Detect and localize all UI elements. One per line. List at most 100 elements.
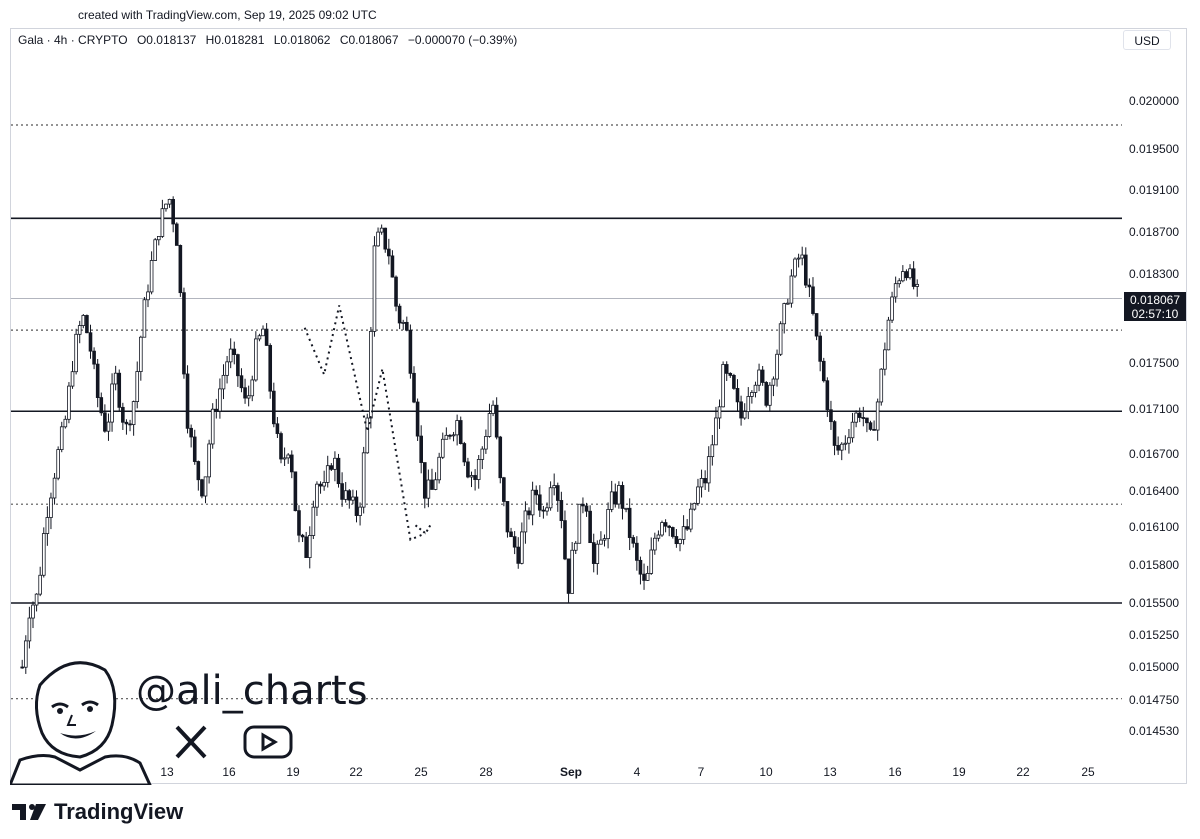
candle-body xyxy=(674,536,679,545)
candle-body xyxy=(318,483,323,487)
candle-30 xyxy=(128,419,132,432)
candle-body xyxy=(732,375,736,389)
candle-84 xyxy=(322,470,326,491)
candle-body xyxy=(146,291,150,301)
candle-23 xyxy=(103,404,107,433)
candle-body xyxy=(124,421,129,425)
y-tick-label: 0.014530 xyxy=(1129,724,1179,738)
candle-body xyxy=(821,360,826,382)
candle-142 xyxy=(530,481,535,526)
candle-body xyxy=(34,593,39,606)
candle-91 xyxy=(347,489,352,509)
candle-body xyxy=(236,354,240,377)
candle-237 xyxy=(872,420,876,431)
candle-body xyxy=(210,408,215,445)
projection-line xyxy=(303,305,426,542)
candle-206 xyxy=(760,365,765,386)
candle-body xyxy=(200,479,204,497)
candle-239 xyxy=(879,368,884,406)
candle-body xyxy=(41,533,46,576)
candle-body xyxy=(473,475,477,480)
candle-56 xyxy=(221,364,226,400)
candle-body xyxy=(617,485,621,505)
candle-48 xyxy=(192,429,197,465)
candle-body xyxy=(581,503,585,507)
candle-149 xyxy=(555,482,560,512)
candle-21 xyxy=(95,358,100,408)
candle-41 xyxy=(167,198,172,208)
candle-204 xyxy=(753,381,758,398)
candle-body xyxy=(739,401,743,419)
candle-body xyxy=(135,371,140,402)
candle-body xyxy=(383,227,388,250)
candle-body xyxy=(911,268,916,287)
candle-body xyxy=(38,574,42,595)
candle-38 xyxy=(156,236,161,246)
candle-body xyxy=(803,254,808,286)
candle-4 xyxy=(34,593,39,612)
candle-151 xyxy=(563,510,567,561)
candle-211 xyxy=(778,321,783,356)
candle-214 xyxy=(789,269,794,308)
candle-208 xyxy=(768,382,772,413)
y-tick-label: 0.015000 xyxy=(1129,660,1179,674)
candle-body xyxy=(153,239,157,261)
candle-body xyxy=(63,418,68,428)
tradingview-logo-text: TradingView xyxy=(54,799,184,824)
tradingview-logo[interactable]: TradingView xyxy=(12,799,183,825)
candle-17 xyxy=(81,314,86,329)
candle-180 xyxy=(667,524,672,537)
candle-159 xyxy=(591,533,596,573)
candle-body xyxy=(426,479,431,499)
candle-96 xyxy=(365,413,370,454)
candle-80 xyxy=(307,526,312,569)
candle-248 xyxy=(911,261,916,290)
candle-225 xyxy=(829,400,833,430)
candle-42 xyxy=(171,196,175,233)
candle-body xyxy=(890,296,894,321)
candle-body xyxy=(189,427,193,438)
candle-33 xyxy=(139,335,143,381)
candle-body xyxy=(627,507,632,538)
candle-32 xyxy=(135,361,140,409)
candle-183 xyxy=(678,538,682,552)
candle-body xyxy=(897,280,902,285)
candle-226 xyxy=(832,420,837,456)
candle-body xyxy=(203,476,208,497)
currency-button[interactable]: USD xyxy=(1123,30,1171,50)
candle-body xyxy=(369,331,373,419)
x-tick-label: 4 xyxy=(634,765,641,779)
candle-body xyxy=(893,283,898,298)
x-tick-label: Sep xyxy=(560,765,582,779)
candle-body xyxy=(591,542,596,564)
candle-body xyxy=(297,510,301,536)
candle-body xyxy=(595,543,600,564)
candle-83 xyxy=(318,481,323,494)
candle-44 xyxy=(178,244,183,297)
candle-body xyxy=(77,325,82,335)
x-tick-label: 10 xyxy=(759,765,773,779)
projection-path xyxy=(303,305,433,542)
candle-77 xyxy=(297,505,301,543)
candle-body xyxy=(883,349,887,370)
candle-162 xyxy=(602,534,607,547)
legend-change: −0.000070 (−0.39%) xyxy=(407,33,518,47)
candle-body xyxy=(379,227,384,233)
candle-16 xyxy=(77,320,82,344)
y-tick-label: 0.014750 xyxy=(1129,693,1179,707)
candle-body xyxy=(527,510,531,516)
candle-body xyxy=(688,508,693,530)
x-tick-label: 25 xyxy=(1081,765,1095,779)
candle-233 xyxy=(857,407,862,423)
candle-body xyxy=(879,368,884,403)
candle-238 xyxy=(875,398,880,441)
candle-body xyxy=(545,507,549,512)
candle-0 xyxy=(20,659,25,669)
candle-81 xyxy=(311,500,316,540)
candle-body xyxy=(311,506,316,536)
candle-118 xyxy=(444,427,449,440)
candle-body xyxy=(778,323,783,355)
candle-body xyxy=(638,559,643,575)
candle-body xyxy=(469,475,474,478)
